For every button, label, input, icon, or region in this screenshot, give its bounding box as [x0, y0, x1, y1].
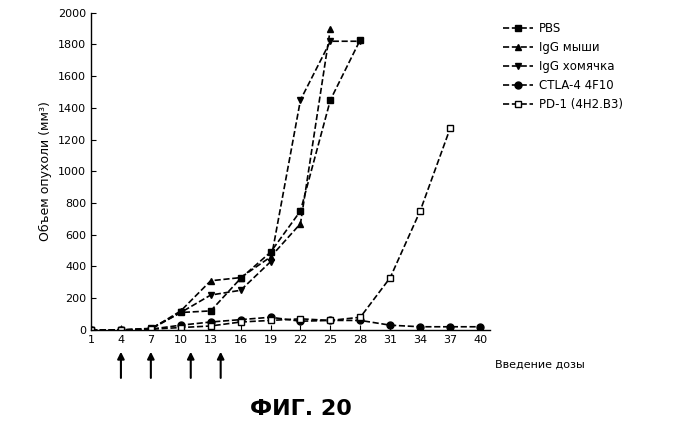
CTLA-4 4F10: [326, 318, 335, 323]
IgG мыши: [147, 327, 155, 332]
PBS: [237, 276, 245, 281]
Line: CTLA-4 4F10: CTLA-4 4F10: [88, 314, 484, 333]
PD-1 (4H2.B3): [87, 327, 95, 332]
PD-1 (4H2.B3): [386, 275, 395, 280]
PD-1 (4H2.B3): [446, 126, 454, 131]
IgG хомячка: [117, 327, 125, 332]
CTLA-4 4F10: [147, 327, 155, 332]
PD-1 (4H2.B3): [326, 318, 335, 323]
CTLA-4 4F10: [176, 323, 185, 328]
PBS: [87, 327, 95, 332]
IgG мыши: [296, 221, 304, 226]
PBS: [147, 327, 155, 332]
CTLA-4 4F10: [87, 327, 95, 332]
PBS: [326, 97, 335, 102]
CTLA-4 4F10: [416, 324, 424, 330]
PBS: [206, 308, 215, 313]
PD-1 (4H2.B3): [206, 324, 215, 329]
Line: PBS: PBS: [88, 36, 364, 333]
Line: IgG мыши: IgG мыши: [88, 25, 334, 333]
PBS: [117, 327, 125, 332]
PD-1 (4H2.B3): [147, 327, 155, 332]
CTLA-4 4F10: [237, 317, 245, 322]
PD-1 (4H2.B3): [266, 318, 274, 323]
CTLA-4 4F10: [296, 319, 304, 324]
IgG хомячка: [356, 38, 365, 44]
IgG хомячка: [326, 38, 335, 44]
Text: Введение дозы: Введение дозы: [495, 360, 584, 370]
IgG хомячка: [206, 293, 215, 298]
Text: ФИГ. 20: ФИГ. 20: [250, 399, 352, 419]
IgG мыши: [326, 26, 335, 31]
IgG хомячка: [296, 97, 304, 102]
CTLA-4 4F10: [266, 315, 274, 320]
PD-1 (4H2.B3): [176, 325, 185, 330]
IgG хомячка: [176, 310, 185, 315]
CTLA-4 4F10: [386, 323, 395, 328]
Line: IgG хомячка: IgG хомячка: [88, 38, 364, 333]
PBS: [356, 37, 365, 42]
Y-axis label: Объем опухоли (мм³): Объем опухоли (мм³): [39, 102, 52, 241]
CTLA-4 4F10: [446, 324, 454, 330]
CTLA-4 4F10: [117, 327, 125, 332]
CTLA-4 4F10: [206, 319, 215, 324]
IgG мыши: [176, 308, 185, 313]
PBS: [296, 209, 304, 214]
IgG хомячка: [87, 327, 95, 332]
IgG мыши: [117, 327, 125, 332]
PD-1 (4H2.B3): [296, 316, 304, 321]
PBS: [266, 250, 274, 255]
PD-1 (4H2.B3): [237, 319, 245, 324]
PD-1 (4H2.B3): [416, 209, 424, 214]
IgG хомячка: [237, 288, 245, 293]
PD-1 (4H2.B3): [117, 327, 125, 332]
CTLA-4 4F10: [476, 324, 484, 330]
CTLA-4 4F10: [356, 318, 365, 323]
IgG мыши: [237, 275, 245, 280]
IgG хомячка: [266, 259, 274, 264]
Line: PD-1 (4H2.B3): PD-1 (4H2.B3): [88, 125, 454, 333]
IgG мыши: [206, 278, 215, 283]
IgG мыши: [266, 254, 274, 259]
IgG мыши: [87, 327, 95, 332]
PBS: [176, 310, 185, 315]
Legend: PBS, IgG мыши, IgG хомячка, CTLA-4 4F10, PD-1 (4H2.B3): PBS, IgG мыши, IgG хомячка, CTLA-4 4F10,…: [500, 19, 626, 114]
PD-1 (4H2.B3): [356, 315, 365, 320]
IgG хомячка: [147, 326, 155, 331]
